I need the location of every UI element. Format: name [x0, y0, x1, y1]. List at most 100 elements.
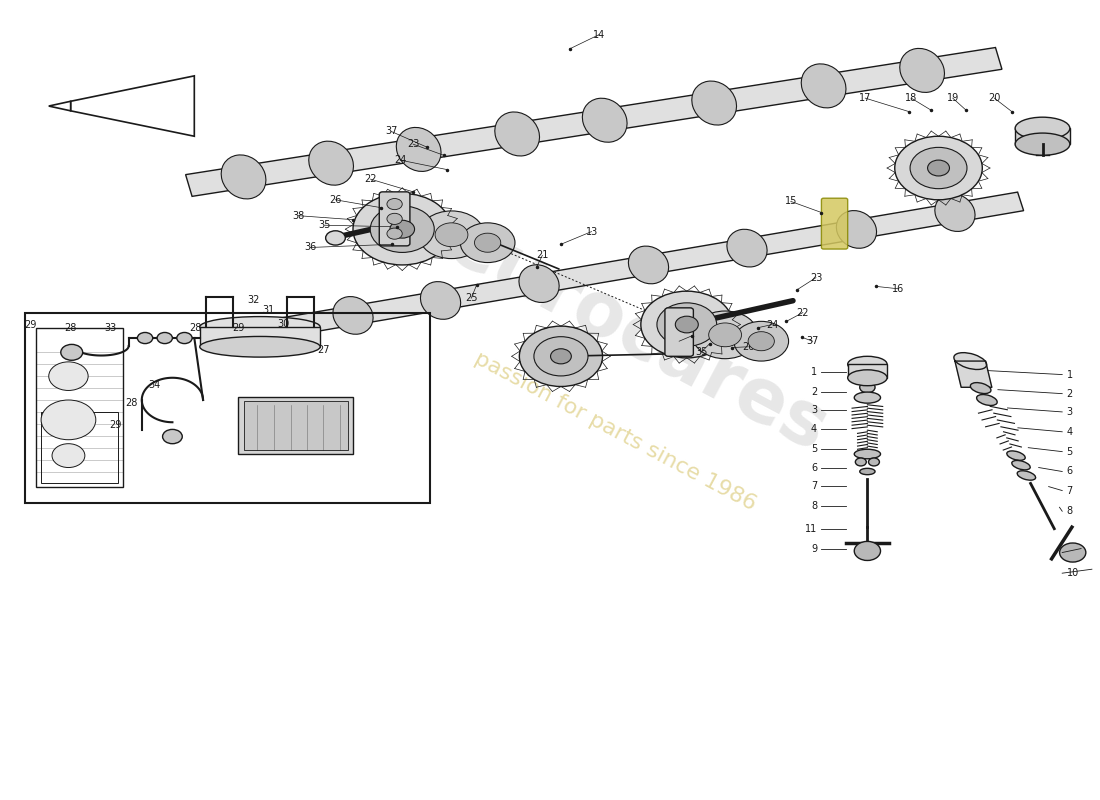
FancyBboxPatch shape	[822, 198, 848, 249]
Text: 2: 2	[811, 387, 817, 397]
Circle shape	[460, 223, 515, 262]
Circle shape	[52, 444, 85, 467]
Circle shape	[519, 326, 603, 386]
Text: 15: 15	[784, 196, 798, 206]
Circle shape	[692, 311, 758, 358]
Circle shape	[927, 160, 949, 176]
Text: 23: 23	[407, 139, 419, 149]
Ellipse shape	[848, 356, 887, 372]
Ellipse shape	[519, 265, 559, 302]
Text: 21: 21	[536, 250, 549, 261]
Polygon shape	[48, 102, 70, 111]
Text: 22: 22	[796, 308, 810, 318]
Text: 10: 10	[1067, 568, 1079, 578]
Text: 31: 31	[263, 306, 275, 315]
Ellipse shape	[727, 230, 767, 267]
Circle shape	[860, 382, 876, 393]
Circle shape	[894, 136, 982, 200]
Ellipse shape	[836, 210, 877, 248]
Circle shape	[389, 220, 415, 238]
Circle shape	[419, 211, 484, 258]
Polygon shape	[274, 192, 1024, 338]
Ellipse shape	[855, 450, 880, 458]
Circle shape	[675, 316, 698, 333]
Circle shape	[748, 332, 774, 350]
Text: 7: 7	[811, 481, 817, 490]
Text: 8: 8	[811, 502, 817, 511]
Bar	[35, 329, 123, 487]
Circle shape	[138, 333, 153, 343]
Ellipse shape	[848, 370, 887, 386]
Text: 26: 26	[329, 194, 342, 205]
Ellipse shape	[954, 353, 987, 370]
Ellipse shape	[1006, 451, 1025, 460]
Ellipse shape	[1015, 117, 1070, 139]
Text: passion for parts since 1986: passion for parts since 1986	[472, 349, 760, 514]
Text: 32: 32	[248, 295, 260, 305]
Text: 14: 14	[593, 30, 605, 39]
Text: 38: 38	[293, 210, 305, 221]
Ellipse shape	[977, 394, 998, 406]
Circle shape	[371, 206, 435, 253]
Circle shape	[734, 322, 789, 361]
Text: 29: 29	[232, 322, 244, 333]
Circle shape	[163, 430, 183, 444]
Text: 6: 6	[1067, 466, 1072, 477]
Text: 25: 25	[465, 294, 477, 303]
Polygon shape	[70, 76, 195, 136]
Circle shape	[436, 223, 468, 246]
Circle shape	[657, 303, 717, 346]
Bar	[238, 397, 353, 454]
Text: 38: 38	[673, 336, 685, 346]
Text: 20: 20	[988, 93, 1001, 103]
Text: 35: 35	[695, 347, 707, 358]
Text: 11: 11	[805, 524, 817, 534]
Text: 1: 1	[811, 367, 817, 377]
Text: 8: 8	[1067, 506, 1072, 516]
Bar	[243, 401, 348, 450]
Text: 17: 17	[859, 93, 871, 103]
Ellipse shape	[221, 155, 266, 199]
Ellipse shape	[970, 382, 991, 394]
Text: 1: 1	[1067, 370, 1072, 379]
Text: 29: 29	[109, 420, 122, 430]
Circle shape	[708, 323, 741, 346]
Text: 24: 24	[394, 155, 406, 165]
Ellipse shape	[860, 468, 876, 474]
Circle shape	[326, 230, 345, 245]
Text: 22: 22	[364, 174, 377, 184]
Text: 5: 5	[1067, 446, 1072, 457]
Text: 13: 13	[585, 226, 597, 237]
Text: 18: 18	[905, 93, 917, 103]
Polygon shape	[186, 47, 1002, 196]
Text: 37: 37	[806, 336, 818, 346]
Text: 33: 33	[103, 322, 117, 333]
Text: 30: 30	[277, 318, 289, 329]
Text: 35: 35	[318, 220, 331, 230]
Circle shape	[474, 233, 500, 252]
Circle shape	[387, 214, 403, 225]
Circle shape	[387, 228, 403, 239]
Circle shape	[550, 349, 571, 364]
Circle shape	[534, 337, 588, 376]
Text: 26: 26	[741, 342, 755, 352]
Text: 36: 36	[305, 242, 317, 253]
Ellipse shape	[200, 317, 320, 338]
Ellipse shape	[1015, 133, 1070, 155]
Circle shape	[387, 198, 403, 210]
Text: 34: 34	[148, 380, 161, 390]
Ellipse shape	[935, 194, 975, 231]
Text: 4: 4	[1067, 426, 1072, 437]
Circle shape	[1059, 543, 1086, 562]
Bar	[41, 412, 118, 483]
Ellipse shape	[692, 81, 737, 125]
Circle shape	[855, 542, 880, 561]
Text: 2: 2	[1067, 389, 1072, 398]
Circle shape	[177, 333, 192, 343]
Text: 4: 4	[811, 424, 817, 434]
Ellipse shape	[420, 282, 461, 319]
Text: 24: 24	[766, 319, 779, 330]
Circle shape	[157, 333, 173, 343]
Text: 12: 12	[1067, 547, 1079, 558]
Polygon shape	[955, 361, 992, 387]
